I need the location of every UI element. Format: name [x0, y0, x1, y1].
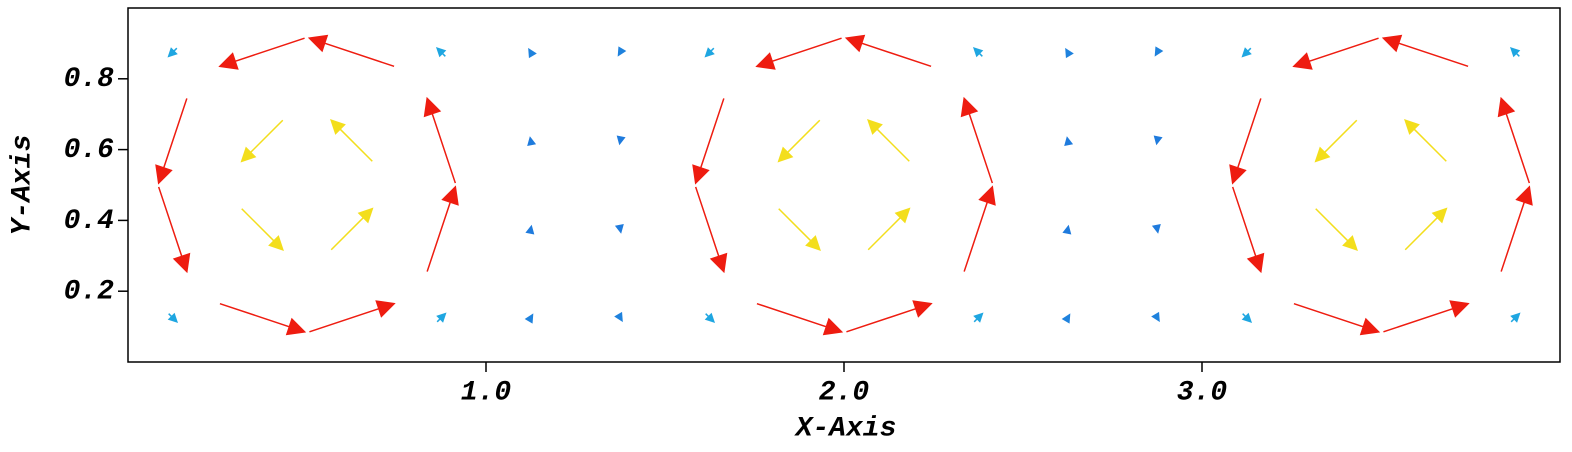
vector-arrow — [1510, 312, 1521, 323]
y-tick-label: 0.4 — [64, 206, 114, 237]
vector-arrow — [423, 96, 457, 184]
vector-arrow — [1241, 47, 1252, 58]
vector-arrow — [167, 47, 178, 58]
vector-arrow — [960, 96, 994, 184]
x-tick-label: 3.0 — [1177, 377, 1227, 408]
vector-arrow — [1065, 47, 1074, 59]
vector-arrow — [867, 119, 910, 162]
vector-arrow — [756, 302, 844, 336]
vector-arrow — [527, 136, 537, 147]
y-tick-label: 0.2 — [64, 277, 115, 308]
x-tick-label: 1.0 — [461, 377, 511, 408]
vector-arrow — [1315, 208, 1358, 251]
vector-arrow — [867, 207, 911, 251]
vector-arrow — [167, 312, 179, 324]
vector-arrow — [617, 46, 627, 57]
vector-arrow — [1062, 224, 1072, 235]
vector-arrow — [436, 312, 447, 323]
vector-arrow — [844, 34, 932, 68]
vector-arrow — [778, 208, 821, 251]
vector-arrow — [1509, 46, 1521, 58]
vector-arrow — [1153, 135, 1163, 146]
vector-arrow — [755, 37, 842, 70]
vector-arrow — [614, 223, 624, 234]
vector-arrow — [218, 37, 305, 70]
vector-arrow — [525, 224, 535, 235]
vector-arrow — [1229, 98, 1262, 185]
vector-arrow — [240, 119, 284, 163]
vector-arrow — [694, 186, 728, 274]
vector-arrow — [1383, 300, 1470, 333]
vector-arrow — [330, 119, 373, 162]
vector-arrow — [614, 311, 623, 323]
y-tick-label: 0.8 — [64, 64, 115, 95]
vector-arrow — [1404, 119, 1447, 162]
vector-arrow — [1293, 302, 1381, 336]
vector-arrow — [973, 312, 984, 323]
vector-arrow — [963, 185, 996, 272]
vector-arrow — [330, 207, 374, 251]
plot-frame — [127, 7, 1561, 363]
vector-arrow — [435, 46, 447, 58]
vector-arrow — [157, 186, 191, 274]
y-axis-title: Y-Axis — [7, 135, 38, 236]
vector-arrow — [1061, 313, 1071, 324]
vector-arrow — [309, 300, 396, 333]
x-tick-label: 2.0 — [819, 377, 869, 408]
vector-arrow — [241, 208, 284, 251]
vector-arrow — [1314, 119, 1358, 163]
vector-arrow — [1151, 223, 1161, 234]
vector-arrow — [692, 98, 725, 185]
vector-arrow — [1497, 96, 1531, 184]
vector-arrow — [1241, 312, 1253, 324]
vector-arrow — [616, 135, 626, 146]
vector-arrow — [846, 300, 933, 333]
vector-arrow — [528, 47, 537, 59]
vector-arrow — [1292, 37, 1379, 70]
vector-arrow — [307, 34, 395, 68]
vector-arrow — [1154, 46, 1164, 57]
vector-arrow — [704, 312, 716, 324]
vector-arrow — [1231, 186, 1265, 274]
vector-arrow — [219, 302, 307, 336]
vector-arrow — [972, 46, 984, 58]
vector-arrow — [524, 313, 534, 324]
x-axis-title: X-Axis — [794, 413, 897, 444]
vector-arrow — [704, 47, 715, 58]
vector-arrow — [1500, 185, 1533, 272]
y-tick-label: 0.6 — [64, 135, 115, 166]
vector-arrow — [426, 185, 459, 272]
vector-arrow — [1151, 311, 1160, 323]
vector-arrow — [1404, 207, 1448, 251]
vector-arrow — [1064, 136, 1074, 147]
vector-arrow — [777, 119, 821, 163]
vector-arrow — [1381, 34, 1469, 68]
vector-arrow — [155, 98, 188, 185]
